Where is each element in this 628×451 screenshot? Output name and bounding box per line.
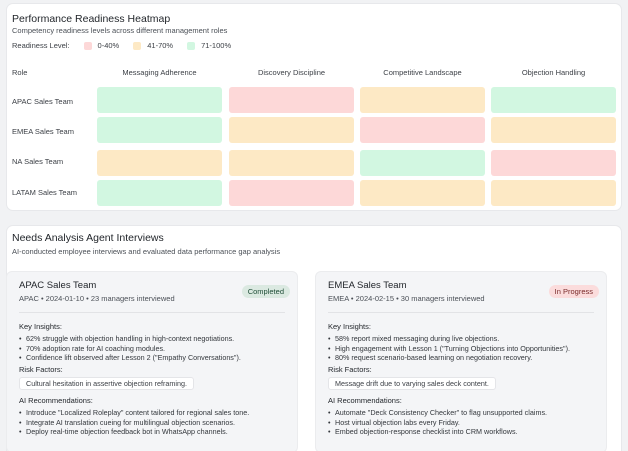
- heatmap-cell-messaging[interactable]: [97, 117, 222, 143]
- legend-item-low: 0-40%: [83, 41, 120, 50]
- heatmap-cell-messaging[interactable]: [97, 87, 222, 113]
- key-insights-list: 62% struggle with objection handling in …: [19, 334, 289, 363]
- row-label-emea: EMEA Sales Team: [12, 127, 74, 136]
- ai-recommendations-label: AI Recommendations:: [19, 396, 93, 405]
- heatmap-subtitle: Competency readiness levels across diffe…: [12, 26, 228, 35]
- team-meta: EMEA • 2024-02-15 • 30 managers intervie…: [328, 294, 485, 303]
- status-badge: Completed: [241, 285, 290, 298]
- analysis-card: Needs Analysis Agent Interviews AI-condu…: [7, 226, 621, 451]
- heatmap-cell-messaging[interactable]: [97, 180, 222, 206]
- heatmap-cell-competitive[interactable]: [360, 180, 485, 206]
- risk-chip: Cultural hesitation in assertive objecti…: [19, 377, 194, 390]
- analysis-title: Needs Analysis Agent Interviews: [12, 232, 164, 244]
- ai-recommendations-list: Introduce "Localized Roleplay" content t…: [19, 408, 289, 437]
- analysis-subtitle: AI-conducted employee interviews and eva…: [12, 247, 281, 256]
- column-header-competitive: Competitive Landscape: [383, 68, 462, 77]
- list-item: 62% struggle with objection handling in …: [19, 334, 289, 344]
- column-header-objection: Objection Handling: [521, 68, 586, 77]
- heatmap-cell-objection[interactable]: [491, 87, 616, 113]
- status-badge: In Progress: [548, 285, 599, 298]
- heatmap-title: Performance Readiness Heatmap: [12, 13, 171, 25]
- heatmap-cell-competitive[interactable]: [360, 117, 485, 143]
- legend-item-label: 71-100%: [201, 41, 232, 50]
- legend-item-high: 71-100%: [187, 41, 231, 50]
- ai-recommendations-list: Automate "Deck Consistency Checker" to f…: [328, 408, 598, 437]
- list-item: Host virtual objection labs every Friday…: [328, 418, 598, 428]
- column-header-messaging: Messaging Adherence: [122, 68, 197, 77]
- heatmap-cell-objection[interactable]: [491, 180, 616, 206]
- heatmap-cell-discovery[interactable]: [229, 180, 354, 206]
- row-label-na: NA Sales Team: [12, 157, 64, 166]
- column-header-discovery: Discovery Discipline: [257, 68, 326, 77]
- legend-swatch-high: [187, 41, 196, 50]
- heatmap-cell-competitive[interactable]: [360, 150, 485, 176]
- list-item: 58% report mixed messaging during live o…: [328, 334, 598, 344]
- heatmap-cell-messaging[interactable]: [97, 150, 222, 176]
- heatmap-cell-objection[interactable]: [491, 117, 616, 143]
- team-name: APAC Sales Team: [19, 280, 97, 291]
- list-item: 70% adoption rate for AI coaching module…: [19, 344, 289, 354]
- heatmap-cell-discovery[interactable]: [229, 87, 354, 113]
- divider: [19, 312, 285, 313]
- team-meta: APAC • 2024-01-10 • 23 managers intervie…: [19, 294, 175, 303]
- heatmap-cell-discovery[interactable]: [229, 150, 354, 176]
- risk-factors-label: Risk Factors:: [19, 365, 63, 374]
- heatmap-cell-objection[interactable]: [491, 150, 616, 176]
- list-item: Confidence lift observed after Lesson 2 …: [19, 353, 289, 363]
- key-insights-label: Key Insights:: [328, 322, 371, 331]
- list-item: Integrate AI translation cueing for mult…: [19, 418, 289, 428]
- key-insights-label: Key Insights:: [19, 322, 62, 331]
- risk-factors-label: Risk Factors:: [328, 365, 372, 374]
- heatmap-cell-competitive[interactable]: [360, 87, 485, 113]
- ai-recommendations-label: AI Recommendations:: [328, 396, 402, 405]
- heatmap-cell-discovery[interactable]: [229, 117, 354, 143]
- list-item: Introduce "Localized Roleplay" content t…: [19, 408, 289, 418]
- row-label-apac: APAC Sales Team: [12, 97, 73, 106]
- legend-swatch-mid: [133, 41, 142, 50]
- role-column-header: Role: [12, 68, 28, 77]
- list-item: Automate "Deck Consistency Checker" to f…: [328, 408, 598, 418]
- legend-item-label: 0-40%: [97, 41, 120, 50]
- heatmap-card: Performance Readiness Heatmap Competency…: [7, 4, 621, 210]
- list-item: High engagement with Lesson 1 ("Turning …: [328, 344, 598, 354]
- legend-item-label: 41-70%: [147, 41, 174, 50]
- legend-label: Readiness Level:: [12, 41, 70, 50]
- list-item: Deploy real-time objection feedback bot …: [19, 427, 289, 437]
- team-card-apac[interactable]: APAC Sales Team APAC • 2024-01-10 • 23 m…: [7, 272, 297, 451]
- list-item: Embed objection-response checklist into …: [328, 427, 598, 437]
- list-item: 80% request scenario-based learning on n…: [328, 353, 598, 363]
- legend-item-mid: 41-70%: [133, 41, 173, 50]
- readiness-legend: Readiness Level: 0-40% 41-70% 71-100%: [12, 41, 231, 50]
- legend-swatch-low: [83, 41, 92, 50]
- team-card-emea[interactable]: EMEA Sales Team EMEA • 2024-02-15 • 30 m…: [316, 272, 606, 451]
- divider: [328, 312, 594, 313]
- key-insights-list: 58% report mixed messaging during live o…: [328, 334, 598, 363]
- team-name: EMEA Sales Team: [328, 280, 407, 291]
- risk-chip: Message drift due to varying sales deck …: [328, 377, 496, 390]
- row-label-latam: LATAM Sales Team: [12, 188, 78, 197]
